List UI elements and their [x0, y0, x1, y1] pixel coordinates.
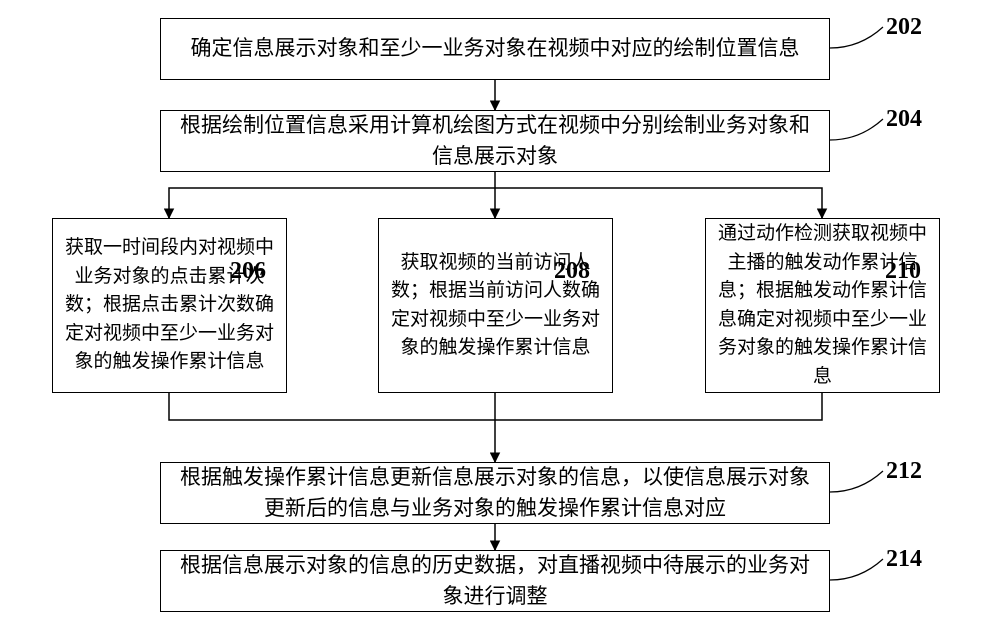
node-text: 通过动作检测获取视频中主播的触发动作累计信息；根据触发动作累计信息确定对视频中至…	[718, 220, 927, 391]
label-leader	[830, 119, 883, 140]
flowchart-node-214: 根据信息展示对象的信息的历史数据，对直播视频中待展示的业务对象进行调整	[160, 550, 830, 612]
flowchart-node-202: 确定信息展示对象和至少一业务对象在视频中对应的绘制位置信息	[160, 18, 830, 80]
node-label-202: 202	[886, 14, 922, 41]
node-label-204: 204	[886, 106, 922, 133]
node-text: 获取一时间段内对视频中业务对象的点击累计次数；根据点击累计次数确定对视频中至少一…	[65, 234, 274, 377]
node-label-214: 214	[886, 546, 922, 573]
label-leader	[830, 27, 883, 48]
label-leader	[830, 471, 883, 492]
edge	[495, 188, 822, 218]
flowchart-node-204: 根据绘制位置信息采用计算机绘图方式在视频中分别绘制业务对象和信息展示对象	[160, 110, 830, 172]
flowchart-node-206: 获取一时间段内对视频中业务对象的点击累计次数；根据点击累计次数确定对视频中至少一…	[52, 218, 287, 393]
node-text: 根据绘制位置信息采用计算机绘图方式在视频中分别绘制业务对象和信息展示对象	[173, 110, 817, 173]
flowchart-node-208: 获取视频的当前访问人数；根据当前访问人数确定对视频中至少一业务对象的触发操作累计…	[378, 218, 613, 393]
edge	[169, 188, 495, 218]
flowchart-node-210: 通过动作检测获取视频中主播的触发动作累计信息；根据触发动作累计信息确定对视频中至…	[705, 218, 940, 393]
node-label-208: 208	[554, 258, 590, 285]
edge	[169, 393, 822, 462]
node-text: 确定信息展示对象和至少一业务对象在视频中对应的绘制位置信息	[191, 33, 800, 65]
node-text: 根据信息展示对象的信息的历史数据，对直播视频中待展示的业务对象进行调整	[173, 550, 817, 613]
node-label-212: 212	[886, 458, 922, 485]
flowchart-node-212: 根据触发操作累计信息更新信息展示对象的信息，以使信息展示对象更新后的信息与业务对…	[160, 462, 830, 524]
node-label-206: 206	[230, 258, 266, 285]
label-leader	[830, 559, 883, 580]
node-text: 根据触发操作累计信息更新信息展示对象的信息，以使信息展示对象更新后的信息与业务对…	[173, 462, 817, 525]
node-label-210: 210	[885, 258, 921, 285]
